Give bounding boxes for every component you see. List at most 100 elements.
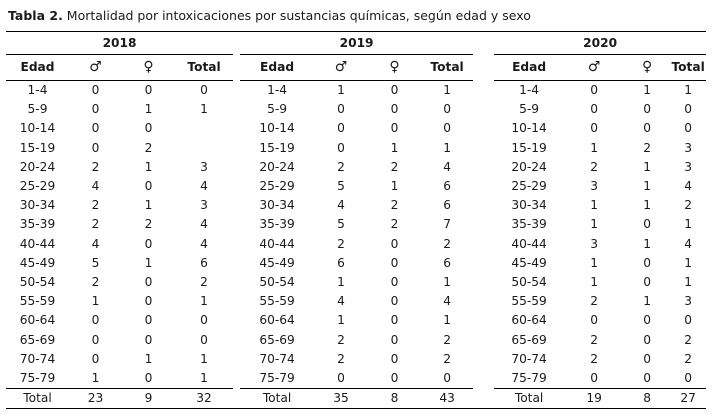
total-cell: 6	[200, 255, 208, 270]
female-header: ♀	[624, 54, 671, 81]
female-cell: 0	[643, 351, 651, 366]
female-cell: 1	[144, 159, 153, 174]
age-cell: 5-9	[519, 102, 540, 117]
male-cell: 2	[590, 294, 598, 309]
female-cell: 1	[643, 236, 651, 251]
male-cell: 0	[590, 313, 598, 328]
male-cell: 0	[91, 102, 100, 117]
total-cell: 23	[69, 388, 122, 409]
age-cell: 15-19	[511, 140, 547, 155]
total-cell: 1	[684, 217, 692, 232]
table-row: 60-64 0 0 0 60-64 1 0 1 60-64 0 0 0	[6, 311, 706, 330]
female-cell: 1	[390, 179, 399, 194]
year-2020-header: 2020	[494, 31, 707, 55]
total-cell: 4	[200, 179, 208, 194]
male-cell: 0	[91, 121, 100, 136]
age-cell: 65-69	[259, 332, 295, 347]
age-cell: 40-44	[19, 236, 56, 251]
male-cell: 2	[590, 159, 598, 174]
female-cell: 0	[144, 83, 153, 97]
female-cell: 1	[144, 198, 153, 213]
age-cell: 50-54	[19, 275, 56, 290]
table-row: 30-34 2 1 3 30-34 4 2 6 30-34 1 1 2	[6, 196, 706, 215]
total-cell: 1	[684, 83, 692, 97]
age-cell: 1-4	[27, 83, 48, 97]
female-cell: 1	[643, 294, 651, 309]
total-cell: 3	[200, 159, 208, 174]
male-header: ♂	[69, 54, 122, 81]
male-cell: 0	[590, 371, 598, 386]
age-cell: 75-79	[511, 371, 547, 386]
age-cell: 55-59	[259, 294, 295, 309]
female-header: ♀	[122, 54, 175, 81]
total-cell: 0	[443, 121, 451, 136]
total-cell: 4	[200, 236, 208, 251]
total-cell: 1	[443, 313, 451, 328]
male-cell: 1	[337, 313, 345, 328]
total-header: Total	[175, 54, 234, 81]
male-cell: 5	[337, 217, 345, 232]
female-cell: 0	[144, 275, 153, 290]
age-header: Edad	[6, 54, 69, 81]
age-cell: 45-49	[511, 255, 547, 270]
male-cell: 4	[91, 236, 100, 251]
table-caption: Tabla 2. Mortalidad por intoxicaciones p…	[8, 8, 531, 23]
total-cell: 3	[684, 140, 692, 155]
age-cell: 65-69	[19, 332, 56, 347]
male-cell: 0	[91, 332, 100, 347]
age-cell: 45-49	[19, 255, 56, 270]
female-cell: 1	[144, 351, 153, 366]
mortality-table: 2018 2019 2020 Edad ♂ ♀ Total Edad ♂ ♀ T…	[6, 31, 707, 410]
female-cell: 0	[390, 332, 399, 347]
male-cell: 2	[590, 351, 598, 366]
age-cell: 1-4	[519, 83, 540, 97]
total-cell: 1	[200, 351, 208, 366]
male-cell: 0	[337, 102, 345, 117]
male-cell: 0	[590, 102, 598, 117]
male-cell: 2	[590, 332, 598, 347]
female-cell: 0	[643, 313, 651, 328]
total-cell: 6	[443, 198, 451, 213]
total-cell: 2	[443, 351, 451, 366]
male-header: ♂	[564, 54, 625, 81]
table-row: 40-44 4 0 4 40-44 2 0 2 40-44 3 1 4	[6, 235, 706, 254]
age-cell: 60-64	[511, 313, 547, 328]
age-header: Edad	[240, 54, 315, 81]
female-cell: 0	[144, 236, 153, 251]
age-header: Edad	[494, 54, 565, 81]
total-cell: 2	[684, 332, 692, 347]
female-cell: 0	[390, 102, 399, 117]
table-row: 25-29 4 0 4 25-29 5 1 6 25-29 3 1 4	[6, 177, 706, 196]
male-cell: 0	[337, 121, 345, 136]
age-cell: 10-14	[19, 121, 56, 136]
totals-row: Total 23 9 32 Total 35 8 43 Total 19 8 2…	[6, 388, 707, 409]
male-cell: 0	[91, 351, 100, 366]
male-header: ♂	[314, 54, 369, 81]
total-cell: 35	[314, 388, 369, 409]
age-cell: 70-74	[511, 351, 547, 366]
age-cell: 55-59	[511, 294, 547, 309]
female-cell: 1	[643, 83, 651, 97]
total-cell: 4	[443, 294, 451, 309]
age-cell: 1-4	[267, 83, 287, 97]
female-cell: 0	[390, 294, 399, 309]
total-cell: 0	[200, 83, 208, 97]
table-row: 10-14 0 0 10-14 0 0 0 10-14 0 0 0	[6, 119, 706, 138]
age-cell: 25-29	[511, 179, 547, 194]
male-cell: 2	[91, 198, 100, 213]
age-cell: 25-29	[259, 179, 295, 194]
male-cell: 0	[590, 121, 598, 136]
age-cell: 20-24	[259, 159, 295, 174]
total-cell: 8	[624, 388, 671, 409]
total-cell	[175, 119, 233, 138]
total-header: Total	[421, 54, 474, 81]
total-cell: 1	[200, 371, 208, 386]
total-cell: 2	[443, 332, 451, 347]
male-cell: 0	[91, 83, 100, 97]
female-cell: 0	[144, 332, 153, 347]
male-cell: 2	[91, 275, 100, 290]
total-cell: 0	[684, 313, 692, 328]
total-cell: 6	[443, 255, 451, 270]
year-2019-header: 2019	[240, 31, 474, 55]
total-cell: 0	[684, 371, 692, 386]
